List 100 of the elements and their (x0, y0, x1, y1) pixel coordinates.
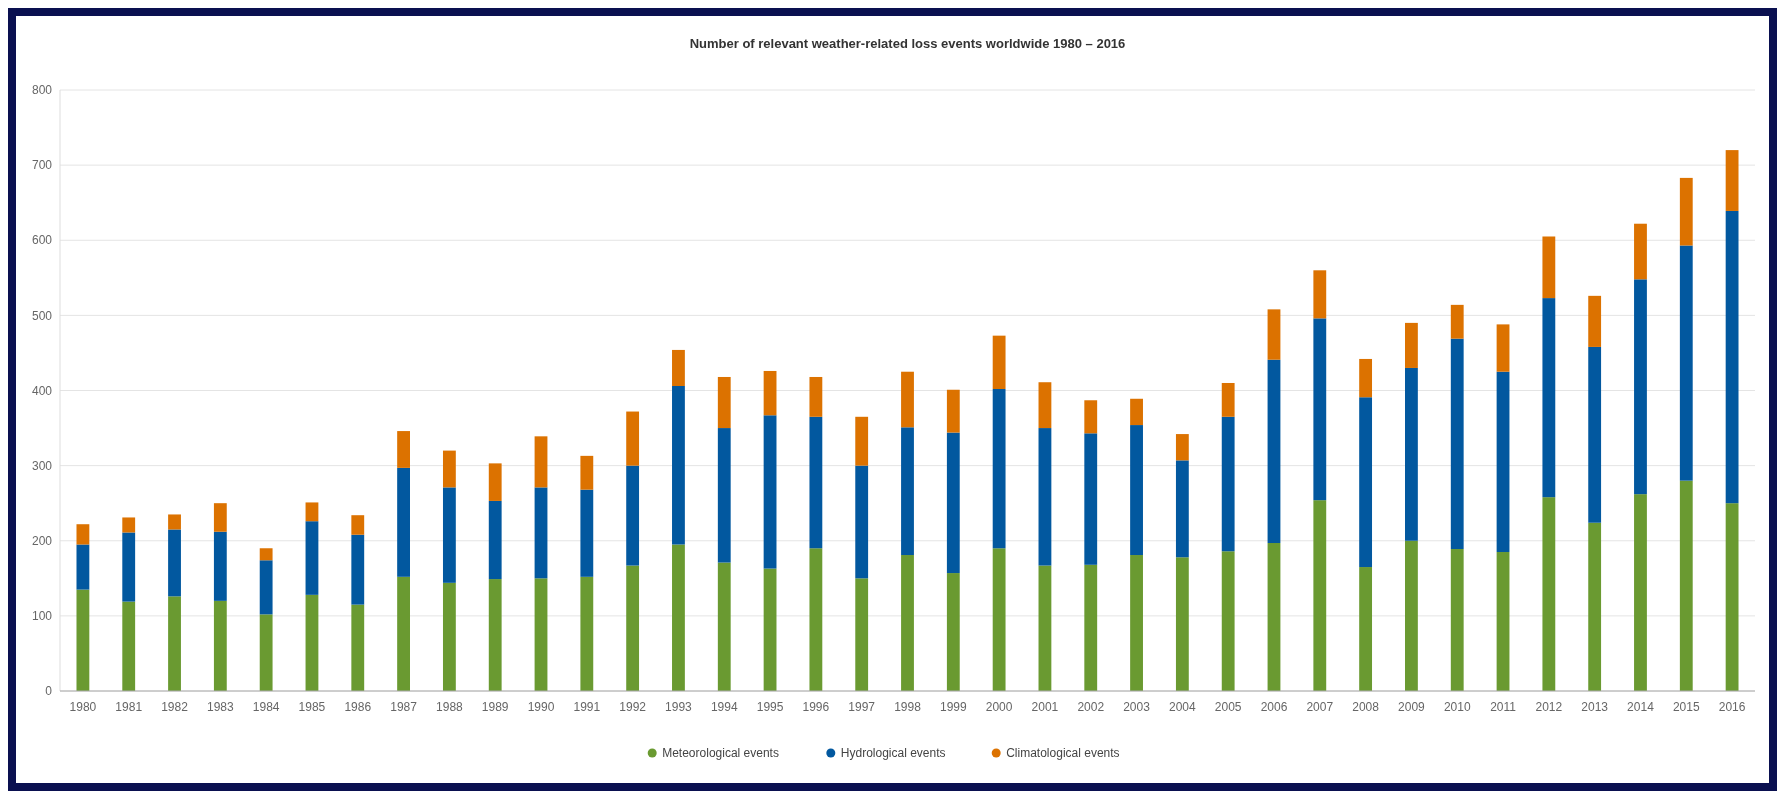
bar (534, 436, 548, 488)
bar (397, 576, 410, 691)
bar (1634, 494, 1647, 691)
bar (1313, 500, 1327, 691)
bar (1267, 543, 1281, 691)
bar (992, 548, 1006, 691)
x-tick-label: 1986 (344, 700, 372, 714)
bar (1175, 434, 1189, 461)
y-tick-label: 700 (31, 158, 53, 173)
bar (626, 411, 640, 466)
bar (259, 548, 273, 561)
bar (946, 573, 960, 691)
x-tick-label: 1994 (710, 700, 738, 714)
bar (1725, 503, 1739, 691)
bar (901, 555, 914, 691)
bar (672, 385, 685, 545)
bar (1267, 309, 1281, 360)
bar (580, 576, 594, 691)
bar (122, 532, 136, 602)
bar (809, 548, 823, 691)
bar (397, 467, 410, 577)
bar (717, 428, 731, 563)
bar (1588, 346, 1602, 523)
bar (1267, 359, 1281, 543)
bar (1084, 433, 1098, 565)
x-tick-label: 1989 (481, 700, 509, 714)
bar (1634, 279, 1647, 495)
bar (672, 544, 685, 691)
bar (1084, 564, 1098, 691)
bar (351, 604, 365, 691)
x-tick-label: 2013 (1581, 700, 1609, 714)
bar (397, 431, 410, 468)
x-tick-label: 1980 (69, 700, 97, 714)
bar (442, 450, 456, 488)
bar (1405, 322, 1418, 368)
x-tick-label: 2004 (1169, 700, 1197, 714)
x-tick-label: 1997 (848, 700, 876, 714)
bar (855, 416, 869, 466)
x-tick-label: 1991 (573, 700, 601, 714)
bar (76, 544, 90, 590)
bar (1313, 318, 1327, 501)
x-tick-label: 2006 (1260, 700, 1288, 714)
y-tick-label: 300 (31, 458, 53, 473)
bar (76, 589, 90, 691)
bar (488, 500, 502, 580)
bar (1496, 552, 1510, 691)
bar (1038, 565, 1052, 691)
bar (1588, 295, 1602, 347)
x-tick-label: 2014 (1627, 700, 1655, 714)
bar (1725, 210, 1739, 504)
bar (1496, 324, 1510, 372)
bar (1542, 236, 1556, 299)
bar (1588, 522, 1602, 691)
y-tick-label: 600 (31, 233, 53, 248)
bar (305, 502, 319, 522)
x-tick-label: 2010 (1443, 700, 1471, 714)
bar (717, 562, 731, 691)
bar (1450, 338, 1464, 550)
bar (626, 465, 640, 566)
y-tick-label: 200 (31, 533, 53, 548)
bar (763, 370, 777, 416)
bar (1542, 298, 1556, 498)
bar (305, 521, 319, 595)
bar (1130, 398, 1143, 426)
x-tick-label: 1992 (619, 700, 647, 714)
x-tick-label: 2001 (1031, 700, 1059, 714)
legend-label: Hydrological events (840, 746, 946, 761)
bar (259, 560, 273, 615)
legend-label: Climatological events (1006, 746, 1120, 761)
bar (1496, 371, 1510, 553)
bar (488, 463, 502, 501)
bar (946, 389, 960, 433)
bar (580, 489, 594, 577)
bar (1175, 557, 1189, 691)
bar (809, 376, 823, 417)
x-tick-label: 2008 (1352, 700, 1380, 714)
x-tick-label: 2000 (985, 700, 1013, 714)
bar (901, 371, 914, 428)
y-tick-label: 100 (31, 609, 53, 624)
legend-label: Meteorological events (662, 746, 779, 761)
x-tick-label: 2012 (1535, 700, 1563, 714)
bar (1221, 382, 1235, 417)
bar (213, 531, 227, 601)
bar (946, 432, 960, 574)
bar (168, 529, 181, 597)
bar (1542, 497, 1556, 691)
x-tick-label: 1999 (939, 700, 967, 714)
bar (76, 524, 90, 545)
x-tick-label: 1988 (436, 700, 464, 714)
x-tick-label: 1982 (161, 700, 189, 714)
x-tick-label: 1983 (206, 700, 235, 714)
bar (1130, 555, 1143, 691)
bar (1634, 223, 1647, 280)
x-tick-label: 2016 (1718, 700, 1746, 714)
x-tick-label: 1985 (298, 700, 326, 714)
bar (1450, 304, 1464, 339)
x-tick-label: 2011 (1490, 700, 1517, 714)
x-tick-label: 1984 (252, 700, 280, 714)
bar (763, 415, 777, 569)
y-tick-label: 0 (45, 684, 53, 699)
